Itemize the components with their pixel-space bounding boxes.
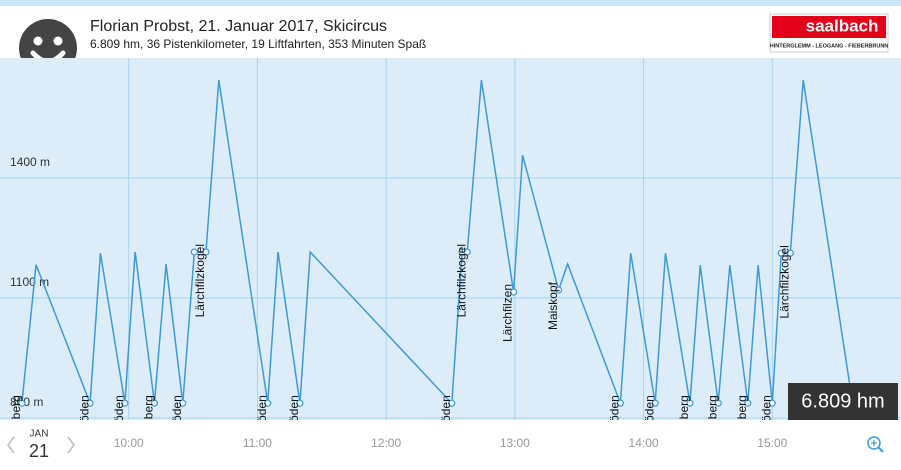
- station-label: Maiskopf: [546, 281, 560, 330]
- station-marker: [686, 399, 694, 407]
- value-badge: [788, 383, 898, 420]
- station-marker: [296, 399, 304, 407]
- y-tick-label: 800 m: [10, 395, 43, 409]
- y-tick-label: 1100 m: [10, 275, 49, 289]
- x-tick-label: 10:00: [114, 436, 144, 450]
- station-marker: [463, 248, 471, 256]
- logo-places: HINTERGLEMM - LEOGANG - FIEBERBRUNN: [770, 43, 889, 49]
- station-marker: [651, 399, 659, 407]
- x-tick-label: 11:00: [243, 436, 272, 450]
- x-tick-label: 14:00: [629, 436, 659, 450]
- date-day: 21: [29, 441, 49, 461]
- top-bar: [0, 0, 901, 6]
- station-marker: [714, 399, 722, 407]
- station-label: Lärchfilzkogel: [777, 245, 791, 318]
- station-label: Lärchfilzen: [501, 284, 515, 342]
- elevation-line: [21, 79, 851, 405]
- station-marker: [190, 248, 198, 256]
- station-marker: [555, 286, 563, 294]
- station-marker: [616, 399, 625, 407]
- station-marker: [264, 399, 272, 407]
- zoom-button[interactable]: [867, 436, 884, 453]
- value-badge-text: 6.809 hm: [801, 390, 884, 412]
- logo[interactable]: saalbach HINTERGLEMM - LEOGANG - FIEBERB…: [769, 13, 889, 53]
- y-tick-label: 1400 m: [10, 155, 50, 169]
- station-marker: [150, 399, 159, 407]
- station-label: Lärchfilzkogel: [454, 244, 468, 317]
- station-marker: [18, 399, 26, 407]
- logo-name: saalbach: [806, 16, 879, 35]
- x-tick-label: 15:00: [757, 436, 787, 450]
- x-tick-label: 12:00: [371, 436, 401, 450]
- station-marker: [768, 399, 776, 407]
- plot-background: [0, 58, 901, 420]
- date-month: JAN: [30, 429, 49, 440]
- subtitle: 6.809 hm, 36 Pistenkilometer, 19 Liftfah…: [90, 37, 426, 51]
- station-marker: [786, 249, 794, 257]
- station-marker: [86, 399, 94, 407]
- station-marker: [509, 288, 518, 296]
- station-marker: [777, 249, 785, 257]
- station-label: Lärchfilzkogel: [193, 244, 207, 317]
- station-marker: [121, 399, 129, 407]
- station-marker: [448, 399, 456, 407]
- x-tick-label: 13:00: [500, 436, 530, 450]
- bottom-bar: [0, 420, 901, 470]
- next-day-button[interactable]: [67, 436, 75, 454]
- station-marker: [744, 399, 752, 407]
- title: Florian Probst, 21. Januar 2017, Skicirc…: [90, 18, 387, 35]
- prev-day-button[interactable]: [7, 436, 15, 454]
- station-marker: [202, 248, 210, 256]
- station-marker: [179, 399, 187, 407]
